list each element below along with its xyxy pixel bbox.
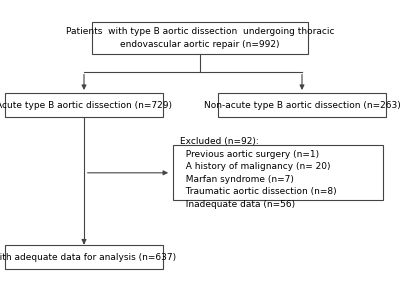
Text: Non-acute type B aortic dissection (n=263): Non-acute type B aortic dissection (n=26… [204, 101, 400, 110]
Text: Patients  with type B aortic dissection  undergoing thoracic
endovascular aortic: Patients with type B aortic dissection u… [66, 27, 334, 49]
FancyBboxPatch shape [218, 93, 386, 117]
Text: With adequate data for analysis (n=637): With adequate data for analysis (n=637) [0, 253, 176, 262]
Text: Excluded (n=92):
  Previous aortic surgery (n=1)
  A history of malignancy (n= 2: Excluded (n=92): Previous aortic surgery… [180, 137, 337, 209]
FancyBboxPatch shape [173, 146, 383, 200]
FancyBboxPatch shape [92, 22, 308, 54]
FancyBboxPatch shape [5, 93, 163, 117]
FancyBboxPatch shape [5, 245, 163, 269]
Text: Acute type B aortic dissection (n=729): Acute type B aortic dissection (n=729) [0, 101, 172, 110]
